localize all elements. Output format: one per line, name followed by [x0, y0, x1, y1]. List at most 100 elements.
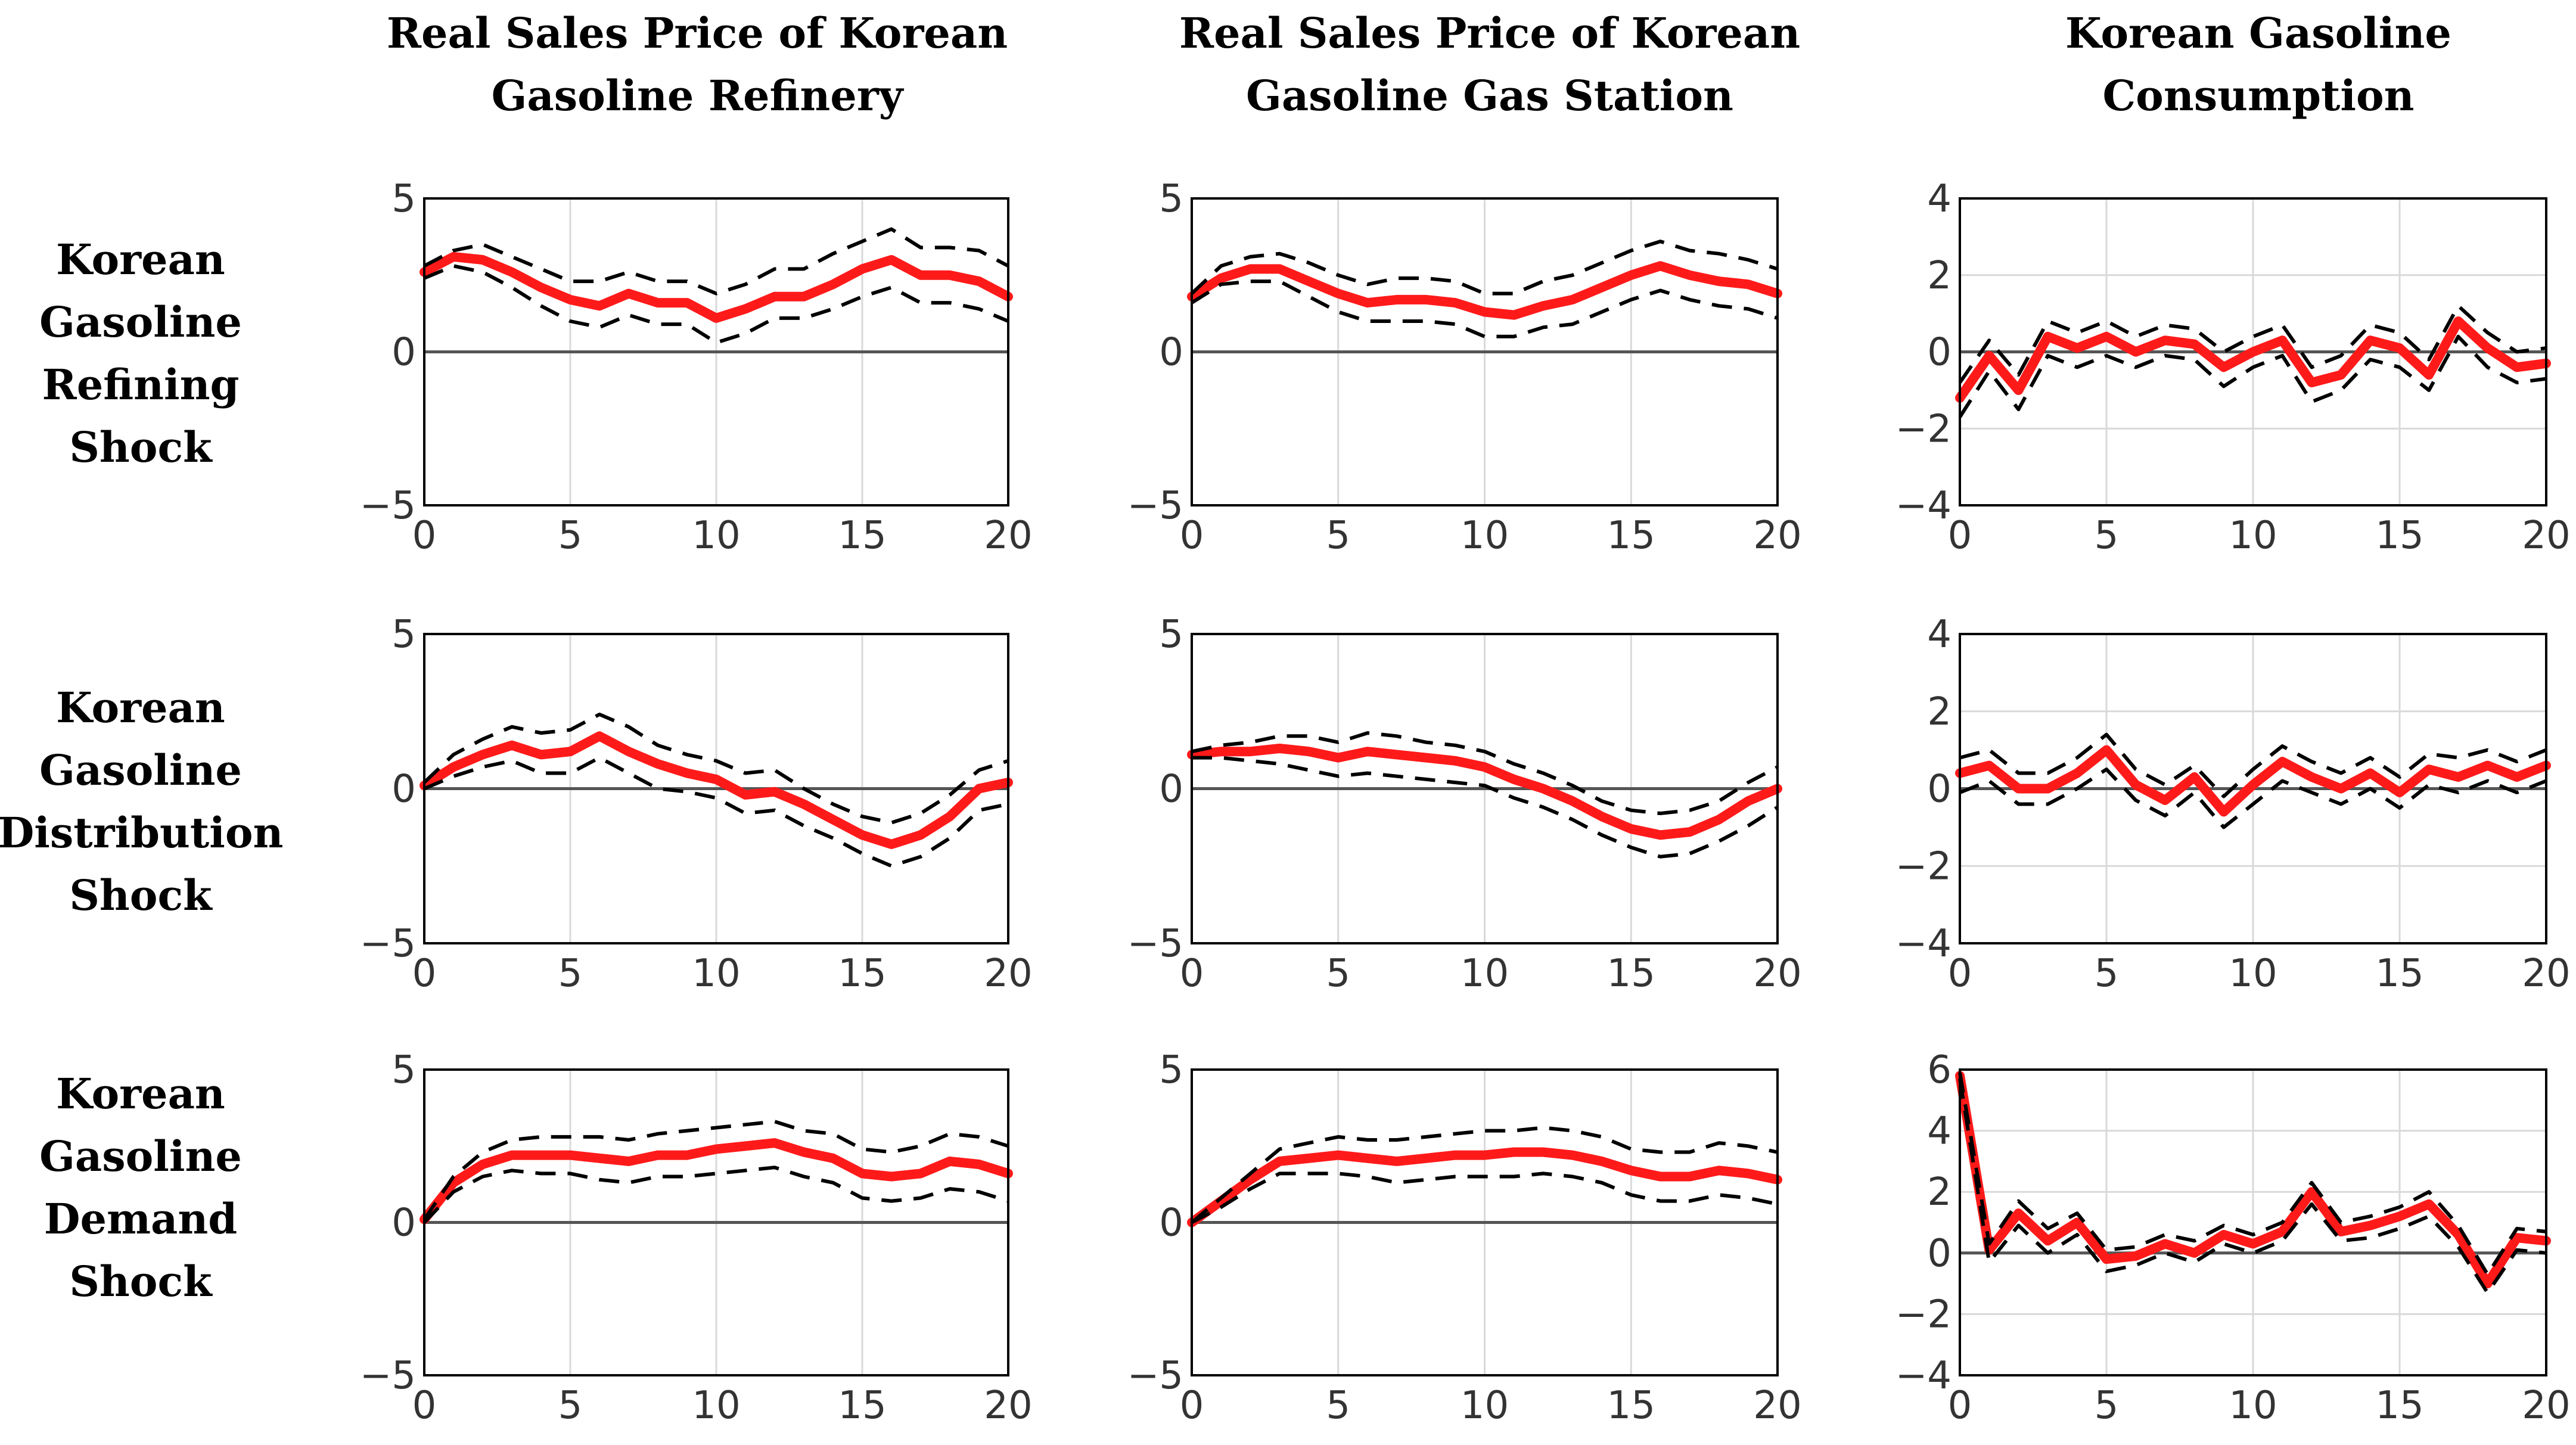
row-label-3-line-1: Korean: [56, 1069, 225, 1118]
row-label-2-line-2: Gasoline: [39, 745, 242, 795]
axes-frame-r3c1: [423, 1068, 1009, 1376]
response-line-r3c1: [420, 1138, 1013, 1225]
response-line-r2c1: [420, 731, 1013, 849]
y-tick-label: −5: [360, 484, 416, 528]
lower-band-r3c3: [1958, 1078, 2547, 1295]
y-tick-label: 0: [1159, 331, 1183, 375]
upper-band-r2c2: [1191, 731, 1779, 815]
x-tick-label: 20: [1753, 1384, 1801, 1428]
x-tick-label: 0: [412, 952, 437, 996]
lower-band-r3c1: [422, 1166, 1009, 1224]
row-label-1-line-2: Gasoline: [39, 297, 242, 347]
upper-band-r1c3: [1958, 304, 2547, 384]
panel-r1c2: 0 5 10 15 20−505: [1127, 177, 1802, 558]
upper-band-r2c3: [1959, 732, 2547, 798]
x-tick-label: 0: [1180, 1384, 1204, 1428]
y-tick-label: −2: [1896, 844, 1952, 888]
lower-band-r2c1: [423, 756, 1009, 868]
lower-band-r1c1: [423, 264, 1009, 344]
x-tick-label: 5: [1326, 1384, 1350, 1428]
column-title-1-line-1: Real Sales Price of Korean: [387, 8, 1008, 58]
y-tick-label: 0: [1927, 331, 1952, 375]
axes-frame-r2c2: [1191, 633, 1779, 944]
response-line-r1c1: [420, 251, 1013, 323]
y-tick-label: 6: [1927, 1048, 1952, 1092]
y-tick-label: 2: [1927, 690, 1952, 734]
upper-band-r2c1: [422, 712, 1009, 825]
y-tick-label: 5: [391, 177, 416, 221]
y-tick-label: 4: [1927, 177, 1952, 221]
x-tick-label: 5: [1326, 952, 1350, 996]
response-line-r1c3: [1955, 316, 2551, 403]
y-tick-label: 2: [1927, 254, 1952, 298]
x-tick-label: 15: [838, 1384, 886, 1428]
y-tick-label: 4: [1927, 613, 1952, 657]
upper-band-r3c1: [422, 1120, 1009, 1221]
x-tick-label: 10: [692, 514, 740, 558]
y-tick-label: −5: [1127, 922, 1183, 966]
x-tick-label: 15: [838, 514, 886, 558]
x-tick-label: 10: [1461, 1384, 1509, 1428]
row-label-3-line-2: Gasoline: [39, 1132, 242, 1181]
panel-r2c3: 0 5 10 15 20 −4 −2 0 2 4: [1896, 613, 2571, 996]
row-label-2-line-1: Korean: [56, 683, 225, 732]
y-tick-label: −5: [1127, 484, 1183, 528]
row-label-2-line-3: Distribution: [0, 808, 283, 857]
y-tick-label: 0: [1927, 767, 1952, 812]
x-tick-label: 10: [2229, 514, 2277, 558]
panel-r3c3: 0 5 10 15 20 −4 −2 0 2 4 6: [1896, 1048, 2571, 1428]
x-tick-label: 15: [1607, 514, 1655, 558]
y-tick-label: 0: [1159, 1201, 1183, 1245]
x-tick-label: 20: [1753, 514, 1801, 558]
x-tick-label: 10: [2229, 1384, 2277, 1428]
panel-r3c2: 0 5 10 15 20−505: [1127, 1048, 1802, 1428]
x-tick-label: 20: [2522, 1384, 2570, 1428]
x-tick-label: 5: [558, 952, 583, 996]
axes-frame-r1c3: [1959, 197, 2547, 506]
upper-band-r1c2: [1190, 240, 1778, 296]
x-tick-label: 15: [838, 952, 886, 996]
x-tick-label: 20: [984, 514, 1032, 558]
y-tick-label: 0: [391, 767, 416, 812]
column-title-3-line-2: Consumption: [2102, 71, 2414, 120]
y-tick-label: 0: [1159, 767, 1183, 812]
y-tick-label: 0: [1927, 1232, 1952, 1276]
y-tick-label: −5: [360, 1354, 416, 1398]
x-tick-label: 20: [2522, 514, 2570, 558]
y-tick-label: 5: [391, 1048, 416, 1092]
axes-frame-r2c3: [1959, 633, 2547, 944]
row-labels: Korean Gasoline Refining Shock Korean Ga…: [0, 235, 283, 1306]
x-tick-label: 0: [1948, 514, 1972, 558]
x-tick-label: 20: [984, 1384, 1032, 1428]
x-tick-label: 15: [2375, 952, 2423, 996]
axes-frame-r1c1: [423, 197, 1009, 506]
axes-frame-r3c3: [1959, 1068, 2547, 1376]
y-tick-label: −4: [1896, 1354, 1952, 1398]
panel-r1c3: 0 5 10 15 20 −4 −2 0 2 4: [1896, 177, 2571, 558]
lower-band-r1c3: [1958, 334, 2547, 418]
row-label-2-line-4: Shock: [69, 871, 213, 920]
x-tick-label: 15: [1607, 1384, 1655, 1428]
x-tick-label: 0: [412, 1384, 437, 1428]
x-tick-label: 0: [1948, 952, 1972, 996]
axes-frame-r2c1: [423, 633, 1009, 944]
panel-r1c1: 0 5 10 15 20−505: [360, 177, 1033, 558]
upper-band-r1c1: [423, 227, 1009, 296]
column-title-2-line-2: Gasoline Gas Station: [1246, 71, 1733, 120]
x-tick-label: 0: [1948, 1384, 1972, 1428]
column-title-2-line-1: Real Sales Price of Korean: [1179, 8, 1800, 58]
column-titles: Real Sales Price of Korean Gasoline Refi…: [387, 8, 2451, 120]
x-tick-label: 15: [2375, 1384, 2423, 1428]
panel-r3c1: 0 5 10 15 20−505: [360, 1048, 1033, 1428]
y-tick-label: 0: [391, 1201, 416, 1245]
x-tick-label: 10: [692, 952, 740, 996]
x-tick-label: 5: [558, 1384, 583, 1428]
response-line-r3c3: [1955, 1071, 2551, 1289]
row-label-3-line-3: Demand: [44, 1194, 238, 1244]
y-tick-label: −5: [1127, 1354, 1183, 1398]
row-label-1-line-4: Shock: [69, 422, 213, 472]
x-tick-label: 10: [1461, 952, 1509, 996]
y-tick-label: −5: [360, 922, 416, 966]
x-tick-label: 5: [1326, 514, 1350, 558]
